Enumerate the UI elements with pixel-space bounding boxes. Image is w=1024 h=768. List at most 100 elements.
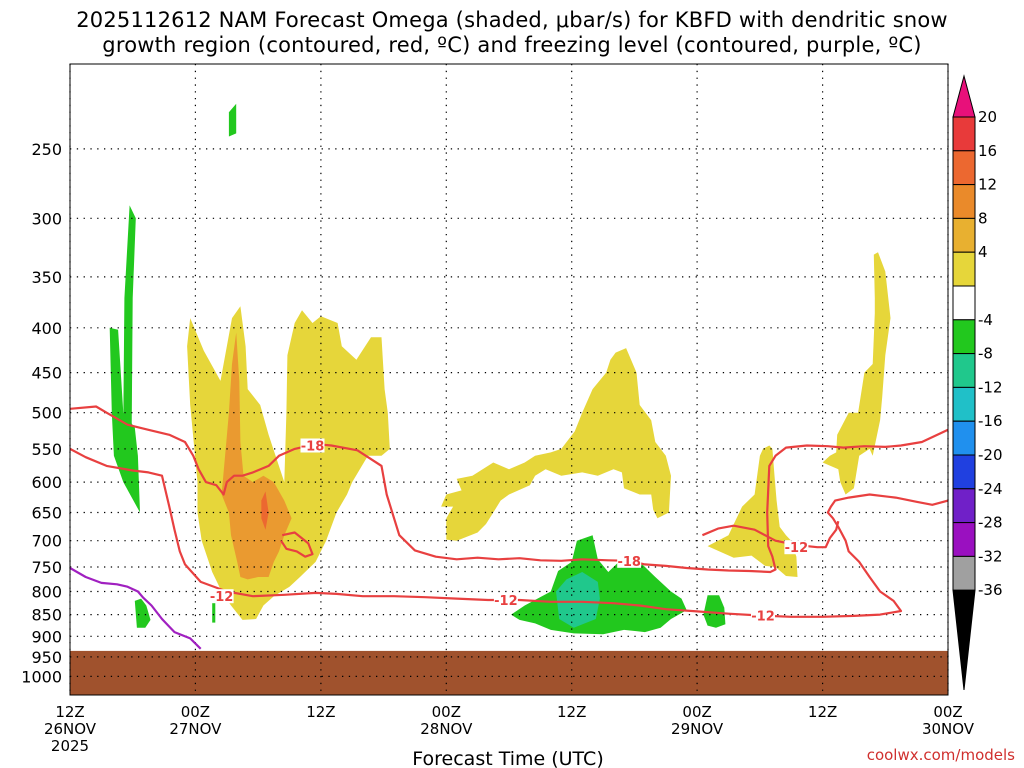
contour-line: [70, 567, 202, 650]
x-tick-label: 00Z: [181, 703, 210, 721]
contour-label-bg: [300, 438, 325, 453]
x-tick-label: 00Z: [682, 703, 711, 721]
y-tick-label: 350: [31, 268, 62, 287]
colorbar-segment: [952, 184, 976, 219]
colorbar-bottom-arrow: [952, 589, 976, 691]
colorbar-segment: [952, 116, 976, 152]
colorbar-legend: 20 16 12 8 4 -4 -8 -12 -16 -20 -24 -28 -32 -36: [952, 74, 1003, 691]
colorbar-tick-label: -28: [978, 514, 1003, 532]
y-tick-label: 900: [31, 627, 62, 646]
chart-title-line-2: growth region (contoured, red, ºC) and f…: [102, 33, 922, 57]
colorbar-top-arrow: [952, 74, 976, 118]
contour-line: [70, 405, 948, 574]
y-axis: 250 300 350 400 450 500 550 600 650 700 750 800 850 9…: [21, 140, 62, 687]
contour-label-bg: [617, 553, 642, 568]
colorbar-segment: [952, 420, 976, 456]
omega-shade-area: [134, 598, 151, 628]
omega-shade-area: [228, 103, 237, 137]
omega-shade-area: [261, 491, 269, 530]
y-tick-label: 250: [31, 140, 62, 159]
colorbar-tick-label: 4: [978, 243, 988, 261]
chart-title-line-1: 2025112612 NAM Forecast Omega (shaded, μ…: [76, 8, 948, 32]
colorbar-segment: [952, 319, 976, 355]
x-tick-label: 12Z: [55, 703, 84, 721]
y-tick-label: 850: [31, 606, 62, 625]
x-tick-label: 12Z: [557, 703, 586, 721]
contour-label: -12: [494, 594, 518, 609]
colorbar-segment: [952, 522, 976, 557]
y-tick-label: 700: [31, 532, 62, 551]
omega-shade-area: [511, 535, 687, 635]
x-tick-label: 27NOV: [169, 720, 222, 738]
x-tick-label: 12Z: [306, 703, 335, 721]
colorbar-tick-label: -8: [978, 345, 993, 363]
y-tick-label: 750: [31, 558, 62, 577]
contour-line: [70, 447, 948, 618]
contour-label-bg: [209, 589, 234, 604]
colorbar-tick-label: -12: [978, 378, 1003, 396]
colorbar-tick-label: -24: [978, 480, 1003, 498]
terrain-layer: [70, 650, 948, 695]
colorbar-tick-label: -16: [978, 412, 1003, 430]
y-tick-label: 600: [31, 473, 62, 492]
contour-line: [280, 531, 314, 558]
x-tick-label: 00Z: [432, 703, 461, 721]
omega-shade-area: [822, 252, 891, 495]
omega-shading-layer: [109, 103, 891, 635]
omega-shade-area: [187, 306, 390, 620]
x-tick-label: 29NOV: [671, 720, 724, 738]
contour-layer: [70, 405, 948, 650]
y-tick-label: 1000: [21, 667, 62, 686]
y-tick-label: 800: [31, 583, 62, 602]
omega-shade-area: [703, 595, 726, 628]
x-tick-label: 30NOV: [922, 720, 975, 738]
y-tick-label: 500: [31, 404, 62, 423]
colorbar-tick-label: -36: [978, 581, 1003, 599]
contour-label: -12: [751, 610, 775, 625]
y-tick-label: 400: [31, 319, 62, 338]
colorbar-tick-label: -20: [978, 446, 1003, 464]
omega-shade-area: [221, 332, 292, 580]
plot-frame: [69, 63, 949, 696]
omega-shade-area: [556, 572, 600, 628]
y-tick-label: 550: [31, 440, 62, 459]
colorbar-tick-label: 12: [978, 176, 997, 194]
omega-shade-area: [123, 205, 136, 428]
colorbar-segment: [952, 386, 976, 422]
colorbar-segment: [952, 150, 976, 186]
x-tick-label: 28NOV: [420, 720, 473, 738]
colorbar-tick-label: -4: [978, 311, 993, 329]
omega-shade-area: [446, 348, 671, 541]
contour-label: -12: [785, 541, 809, 556]
colorbar-segment: [952, 217, 976, 253]
contour-label: -18: [617, 555, 641, 570]
x-tick-label: 26NOV: [44, 720, 97, 738]
colorbar-segment: [952, 353, 976, 388]
colorbar-segment: [952, 555, 976, 591]
y-tick-label: 650: [31, 504, 62, 523]
site-credit: coolwx.com/models: [867, 746, 1015, 764]
y-tick-label: 450: [31, 364, 62, 383]
contour-label-bg: [784, 540, 809, 555]
colorbar-segment: [952, 285, 976, 321]
omega-shade-area: [707, 445, 798, 577]
colorbar-tick-label: 8: [978, 209, 988, 227]
colorbar-tick-label: 20: [978, 108, 997, 126]
contour-label: -12: [210, 590, 234, 605]
x-tick-label: 00Z: [933, 703, 962, 721]
colorbar-segment: [952, 251, 976, 287]
contour-labels: -18 -18 -12 -12 -12 -12: [209, 438, 809, 625]
x-tick-label: 12Z: [808, 703, 837, 721]
contour-label-bg: [751, 608, 775, 623]
y-tick-label: 950: [31, 648, 62, 667]
colorbar-segment: [952, 488, 976, 524]
x-tick-label: 2025: [51, 737, 89, 755]
colorbar-segment: [952, 454, 976, 490]
contour-label-bg: [493, 593, 518, 607]
y-tick-label: 300: [31, 209, 62, 228]
colorbar-tick-label: 16: [978, 142, 997, 160]
omega-shade-area: [212, 598, 216, 623]
colorbar-tick-label: -32: [978, 547, 1003, 565]
